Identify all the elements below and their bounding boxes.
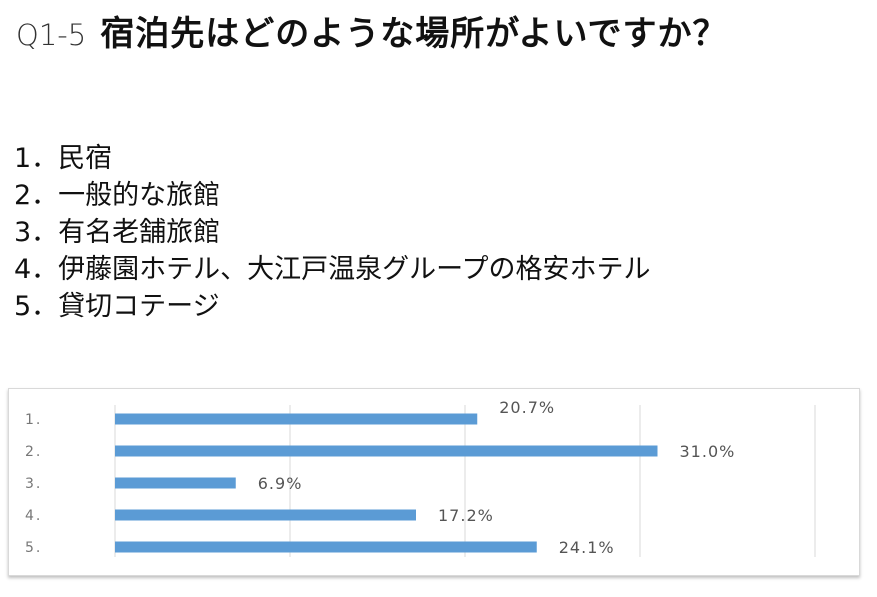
bar (115, 541, 537, 553)
data-label: 31.0% (680, 442, 736, 461)
bar-chart: 1. 20.7% 2. 31.0% 3. 6.9% 4. 17.2% 5. 24.1% (25, 398, 816, 557)
data-label: 24.1% (559, 538, 615, 557)
data-label: 6.9% (258, 474, 303, 493)
option-item: 5．貸切コテージ (14, 291, 220, 322)
option-item: 3．有名老舗旅館 (14, 217, 221, 248)
question-number: Q1-5 (16, 18, 87, 52)
option-item: 4．伊藤園ホテル、大江戸温泉グループの格安ホテル (14, 254, 651, 285)
bar-chart-panel: 1. 20.7% 2. 31.0% 3. 6.9% 4. 17.2% 5. 24.1% (8, 388, 860, 576)
answer-options-list: 1．民宿 2．一般的な旅館 3．有名老舗旅館 4．伊藤園ホテル、大江戸温泉グルー… (14, 140, 651, 325)
category-label: 1. (25, 412, 42, 428)
category-label: 4. (25, 508, 42, 524)
bar (115, 477, 236, 489)
bar (115, 413, 478, 425)
question-title: Q1-5 宿泊先はどのような場所がよいですか？ (16, 6, 727, 55)
option-item: 1．民宿 (14, 143, 113, 174)
data-label: 17.2% (438, 506, 494, 525)
option-item: 2．一般的な旅館 (14, 180, 221, 211)
category-label: 3. (25, 476, 42, 492)
bar (115, 509, 416, 521)
bar (115, 445, 658, 457)
category-label: 2. (25, 444, 42, 460)
question-text: 宿泊先はどのような場所がよいですか？ (100, 14, 728, 54)
data-label: 20.7% (499, 398, 555, 417)
category-label: 5. (25, 540, 42, 556)
